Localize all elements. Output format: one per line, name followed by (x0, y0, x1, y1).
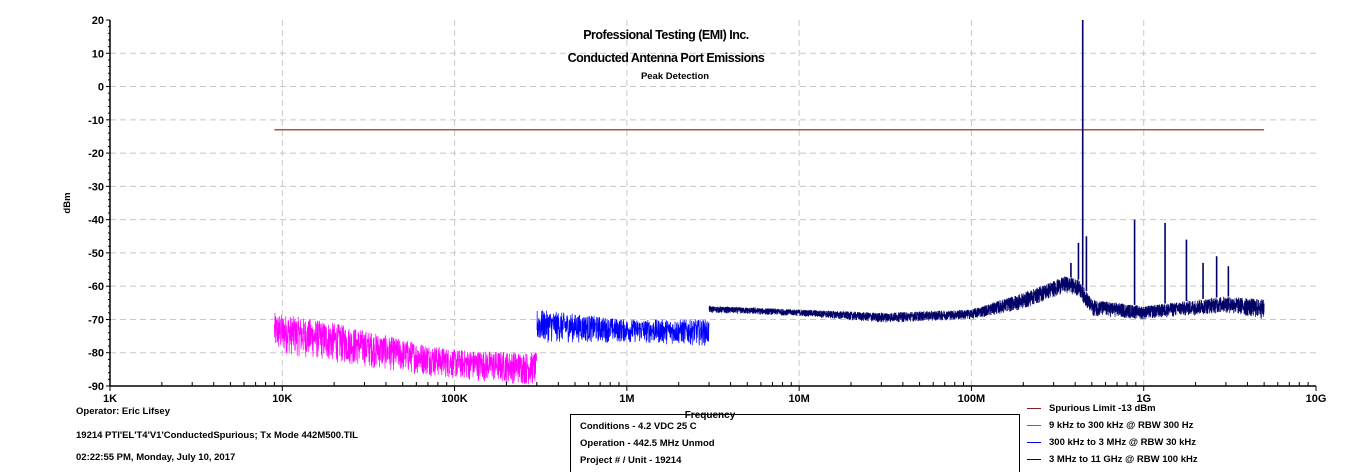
y-tick-label: -80 (88, 348, 104, 360)
legend-item: 300 kHz to 3 MHz @ RBW 30 kHz (1027, 437, 1196, 448)
y-tick-label: -90 (88, 381, 104, 393)
y-tick-label: 20 (92, 15, 104, 27)
y-tick-label: -70 (88, 314, 104, 326)
legend-swatch (1027, 407, 1041, 409)
legend-swatch (1027, 441, 1041, 443)
x-tick-label: 100M (958, 393, 986, 405)
grid (110, 20, 1316, 386)
operation-label: Operation - 442.5 MHz Unmod (580, 438, 715, 449)
y-axis-label: dBm (62, 192, 73, 213)
y-tick-label: -60 (88, 281, 104, 293)
operator-label: Operator: Eric Lifsey (76, 406, 170, 417)
legend-label: Spurious Limit -13 dBm (1049, 403, 1156, 414)
series-layer (274, 20, 1265, 385)
project-label: Project # / Unit - 19214 (580, 455, 682, 466)
chart-detection-label: Peak Detection (641, 71, 709, 82)
x-tick-label: 10M (788, 393, 809, 405)
y-tick-label: 0 (98, 82, 104, 94)
legend-label: 3 MHz to 11 GHz @ RBW 100 kHz (1049, 454, 1198, 465)
series-trace (274, 313, 538, 385)
x-tick-label: 10G (1306, 393, 1327, 405)
y-tick-label: -20 (88, 148, 104, 160)
legend-label: 300 kHz to 3 MHz @ RBW 30 kHz (1049, 437, 1197, 448)
legend-label: 9 kHz to 300 kHz @ RBW 300 Hz (1049, 420, 1194, 431)
x-tick-label: 10K (272, 393, 292, 405)
x-tick-label: 100K (441, 393, 467, 405)
y-tick-label: -40 (88, 215, 104, 227)
y-tick-label: 10 (92, 48, 104, 60)
y-tick-label: -10 (88, 115, 104, 127)
legend-item: Spurious Limit -13 dBm (1027, 403, 1156, 414)
x-tick-label: 1G (1136, 393, 1151, 405)
conditions-label: Conditions - 4.2 VDC 25 C (580, 421, 697, 432)
series-trace (536, 310, 710, 346)
y-tick-label: -30 (88, 181, 104, 193)
chart-subtitle: Conducted Antenna Port Emissions (568, 51, 765, 65)
timestamp-label: 02:22:55 PM, Monday, July 10, 2017 (76, 452, 236, 463)
chart-title: Professional Testing (EMI) Inc. (583, 28, 749, 42)
x-tick-label: 1M (619, 393, 634, 405)
file-name-label: 19214 PTI'EL'T4'V1'ConductedSpurious; Tx… (76, 430, 358, 441)
x-axis-label: Frequency (685, 410, 736, 421)
legend-item: 9 kHz to 300 kHz @ RBW 300 Hz (1027, 420, 1193, 431)
legend-swatch (1027, 424, 1041, 426)
series-trace (708, 276, 1265, 323)
conditions-box (570, 414, 1020, 472)
legend-swatch (1027, 458, 1041, 460)
legend-item: 3 MHz to 11 GHz @ RBW 100 kHz (1027, 454, 1198, 465)
x-tick-label: 1K (103, 393, 117, 405)
y-tick-label: -50 (88, 248, 104, 260)
